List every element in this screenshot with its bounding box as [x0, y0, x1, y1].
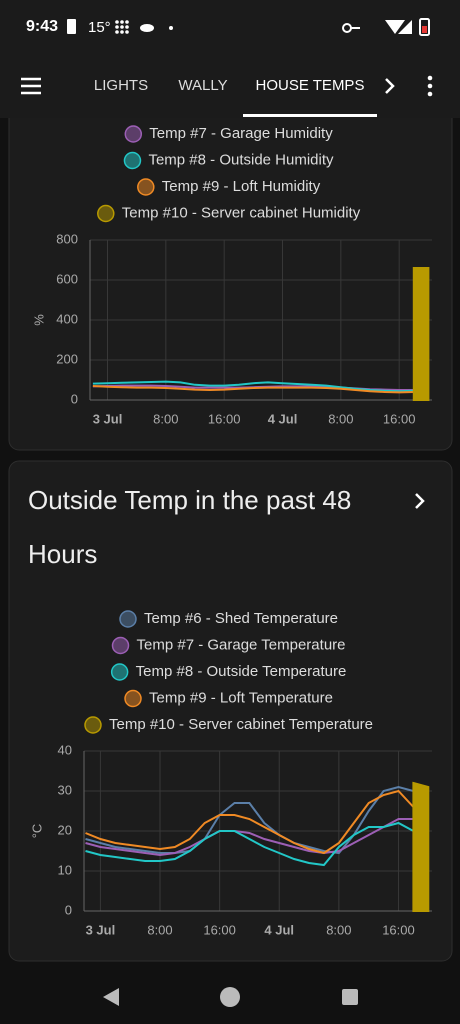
weather-temp: 15°	[88, 19, 111, 36]
legend-swatch	[124, 689, 142, 708]
y-tick-label: 600	[56, 271, 78, 286]
y-tick-label: 0	[65, 902, 72, 917]
legend-label: Temp #7 - Garage Humidity	[149, 125, 333, 142]
legend-label: Temp #10 - Server cabinet Humidity	[122, 204, 361, 221]
x-tick-label: 4 Jul	[264, 922, 294, 937]
x-tick-label: 16:00	[208, 411, 241, 426]
x-tick-label: 8:00	[326, 922, 351, 937]
y-axis-title: °C	[29, 824, 44, 839]
app-bar	[0, 0, 460, 118]
tab-scroll-right[interactable]	[385, 78, 395, 94]
legend-swatch	[84, 716, 102, 734]
status-icons	[115, 18, 430, 36]
legend-swatch	[119, 610, 137, 628]
chart: Temp #6 - Shed Temperature Temp #7 - Gara…	[29, 610, 432, 937]
y-tick-label: 200	[56, 351, 78, 366]
y-tick-label: 800	[56, 231, 78, 246]
overflow-menu[interactable]	[427, 75, 433, 97]
x-tick-label: 8:00	[328, 411, 353, 426]
line	[92, 380, 429, 393]
legend-swatch	[137, 178, 155, 196]
line	[85, 785, 430, 855]
legend-label: Temp #6 - Shed Temperature	[144, 610, 338, 627]
card-title: Outside Temp in the past 48 Hours	[28, 485, 352, 569]
area	[412, 267, 430, 401]
x-tick-label: 16:00	[383, 411, 416, 426]
battery-icon	[67, 19, 76, 34]
y-tick-label: 10	[58, 862, 72, 877]
legend-swatch	[97, 204, 115, 223]
y-tick-label: 400	[56, 311, 78, 326]
nav-home[interactable]	[220, 987, 240, 1007]
x-tick-label: 4 Jul	[268, 411, 298, 426]
tab[interactable]: WALLY	[178, 77, 227, 94]
x-tick-label: 8:00	[147, 922, 172, 937]
nav-back[interactable]	[103, 988, 119, 1006]
legend-label: Temp #9 - Loft Humidity	[162, 178, 321, 195]
legend-swatch	[111, 636, 130, 655]
x-tick-label: 3 Jul	[86, 922, 116, 937]
legend-label: Temp #9 - Loft Temperature	[149, 689, 333, 706]
y-tick-label: 30	[58, 782, 72, 797]
legend-label: Temp #10 - Server cabinet Temperature	[109, 716, 373, 733]
legend-label: Temp #7 - Garage Temperature	[137, 636, 346, 653]
line	[85, 821, 429, 867]
y-axis-title: %	[31, 314, 46, 326]
legend-label: Temp #8 - Outside Temperature	[136, 663, 347, 680]
legend-swatch	[124, 125, 143, 143]
menu-button[interactable]	[21, 77, 41, 95]
tab-active[interactable]: HOUSE TEMPS	[256, 77, 365, 94]
clock: 9:43	[26, 18, 58, 35]
x-tick-label: 8:00	[153, 411, 178, 426]
tab-indicator	[243, 114, 377, 117]
line	[85, 789, 430, 855]
nav-recents[interactable]	[342, 989, 358, 1005]
y-tick-label: 20	[58, 822, 72, 837]
y-tick-label: 40	[58, 742, 72, 757]
x-tick-label: 3 Jul	[93, 411, 123, 426]
x-tick-label: 16:00	[382, 922, 415, 937]
chart: Temp #7 - Garage Humidity Temp #8 - Outsi…	[31, 125, 432, 426]
card-open-button[interactable]	[415, 493, 425, 509]
line	[92, 385, 429, 394]
tab[interactable]: LIGHTS	[94, 77, 148, 94]
x-tick-label: 16:00	[203, 922, 236, 937]
legend-label: Temp #8 - Outside Humidity	[148, 151, 334, 168]
legend-swatch	[123, 151, 142, 170]
line	[85, 818, 429, 857]
y-tick-label: 0	[71, 391, 78, 406]
legend-swatch	[110, 663, 129, 681]
card	[8, 460, 453, 962]
area	[412, 781, 430, 912]
